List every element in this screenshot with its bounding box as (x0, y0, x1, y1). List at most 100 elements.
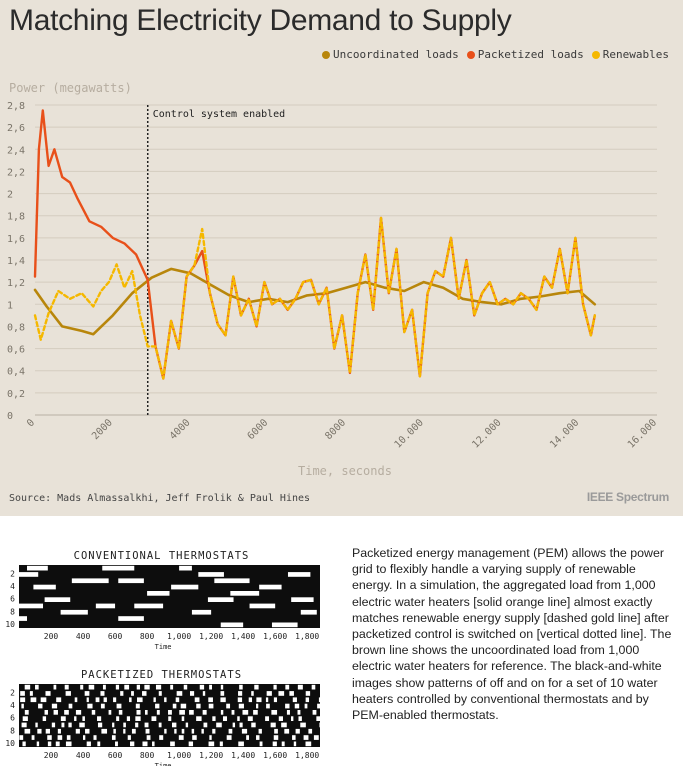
on-packet (47, 735, 52, 740)
on-packet (142, 691, 147, 696)
on-packet (297, 684, 303, 690)
on-packet (254, 684, 259, 690)
thermostat-y-tick: 6 (10, 714, 15, 723)
thermostat-x-tick: 1,600 (263, 751, 287, 760)
legend-item-packetized[interactable]: Packetized loads (466, 48, 584, 61)
y-tick-label: 2 (7, 190, 13, 201)
on-packet (144, 684, 150, 690)
on-packet (251, 722, 256, 728)
y-tick-label: 1 (7, 300, 13, 311)
on-packet (202, 691, 206, 696)
x-tick-label: 4000 (168, 417, 193, 442)
on-packet (35, 722, 38, 728)
thermostat-y-tick: 4 (10, 701, 15, 710)
on-packet (181, 728, 185, 734)
on-packet (136, 710, 141, 715)
legend-item-renewables[interactable]: Renewables (591, 48, 669, 61)
on-packet (292, 735, 296, 740)
thermostat-y-tick: 10 (5, 739, 15, 748)
on-segment (300, 609, 317, 615)
on-segment (230, 591, 260, 596)
series-renewables-line (33, 216, 596, 380)
legend-item-uncoordinated[interactable]: Uncoordinated loads (321, 48, 459, 61)
on-packet (281, 722, 287, 728)
on-packet (259, 741, 263, 747)
legend-label-packetized: Packetized loads (477, 48, 584, 61)
on-packet (155, 703, 160, 709)
on-packet (317, 703, 321, 709)
chart-panel: Matching Electricity Demand to Supply Un… (0, 0, 683, 516)
on-packet (319, 722, 325, 728)
on-segment (19, 572, 39, 577)
on-packet (196, 716, 202, 721)
y-axis-title: Power (megawatts) (9, 81, 132, 95)
on-packet (164, 728, 167, 734)
thermostat-x-tick: 200 (44, 751, 59, 760)
on-packet (115, 741, 118, 747)
on-packet (238, 691, 243, 696)
y-tick-label: 0 (7, 411, 13, 422)
thermostat-x-tick: 200 (44, 632, 59, 641)
on-packet (226, 703, 231, 709)
thermostat-x-tick: 1,200 (199, 751, 223, 760)
on-packet (305, 697, 310, 703)
on-packet (294, 703, 300, 709)
on-packet (42, 716, 47, 721)
legend-dot-uncoordinated (321, 50, 330, 59)
on-packet (152, 741, 155, 747)
on-packet (284, 728, 290, 734)
on-packet (220, 684, 224, 690)
on-packet (216, 722, 222, 728)
on-packet (285, 703, 290, 709)
on-packet (97, 716, 102, 721)
on-packet (272, 741, 277, 747)
on-packet (55, 741, 60, 747)
on-segment (147, 591, 170, 596)
on-packet (285, 684, 290, 690)
x-tick-label: 14.000 (548, 417, 581, 450)
on-packet (308, 728, 313, 734)
on-packet (144, 710, 148, 715)
on-segment (191, 609, 212, 615)
on-packet (247, 716, 253, 721)
on-packet (185, 722, 189, 728)
y-tick-label: 1,2 (7, 278, 25, 289)
on-packet (266, 691, 272, 696)
on-packet (60, 716, 66, 721)
on-packet (64, 710, 69, 715)
on-segment (134, 603, 164, 609)
on-packet (53, 710, 58, 715)
on-packet (37, 728, 42, 734)
on-packet (281, 741, 285, 747)
x-tick-label: 10.000 (393, 417, 426, 450)
on-packet (75, 728, 80, 734)
control-enabled-label: Control system enabled (153, 109, 285, 120)
on-segment (102, 565, 135, 571)
on-packet (31, 735, 35, 740)
on-packet (297, 710, 301, 715)
thermostat-x-tick: 400 (76, 632, 91, 641)
on-packet (57, 735, 63, 740)
thermostat-x-tick: 1,200 (199, 632, 223, 641)
on-segment (118, 616, 144, 621)
on-packet (231, 710, 235, 715)
thermostat-x-tick: 800 (140, 632, 155, 641)
thermostat-x-axis-title: Time (155, 643, 172, 651)
on-packet (170, 684, 174, 690)
on-packet (91, 710, 96, 715)
on-packet (220, 691, 225, 696)
on-packet (202, 710, 207, 715)
y-tick-label: 2,2 (7, 167, 25, 178)
y-tick-label: 0,4 (7, 367, 25, 378)
thermostat-y-tick: 6 (10, 595, 15, 604)
on-packet (220, 710, 224, 715)
on-packet (135, 722, 139, 728)
on-packet (273, 684, 277, 690)
on-packet (181, 716, 185, 721)
on-packet (274, 728, 278, 734)
on-segment (291, 597, 314, 602)
on-packet (196, 703, 201, 709)
on-packet (84, 691, 90, 696)
on-packet (51, 722, 56, 728)
on-packet (44, 710, 48, 715)
